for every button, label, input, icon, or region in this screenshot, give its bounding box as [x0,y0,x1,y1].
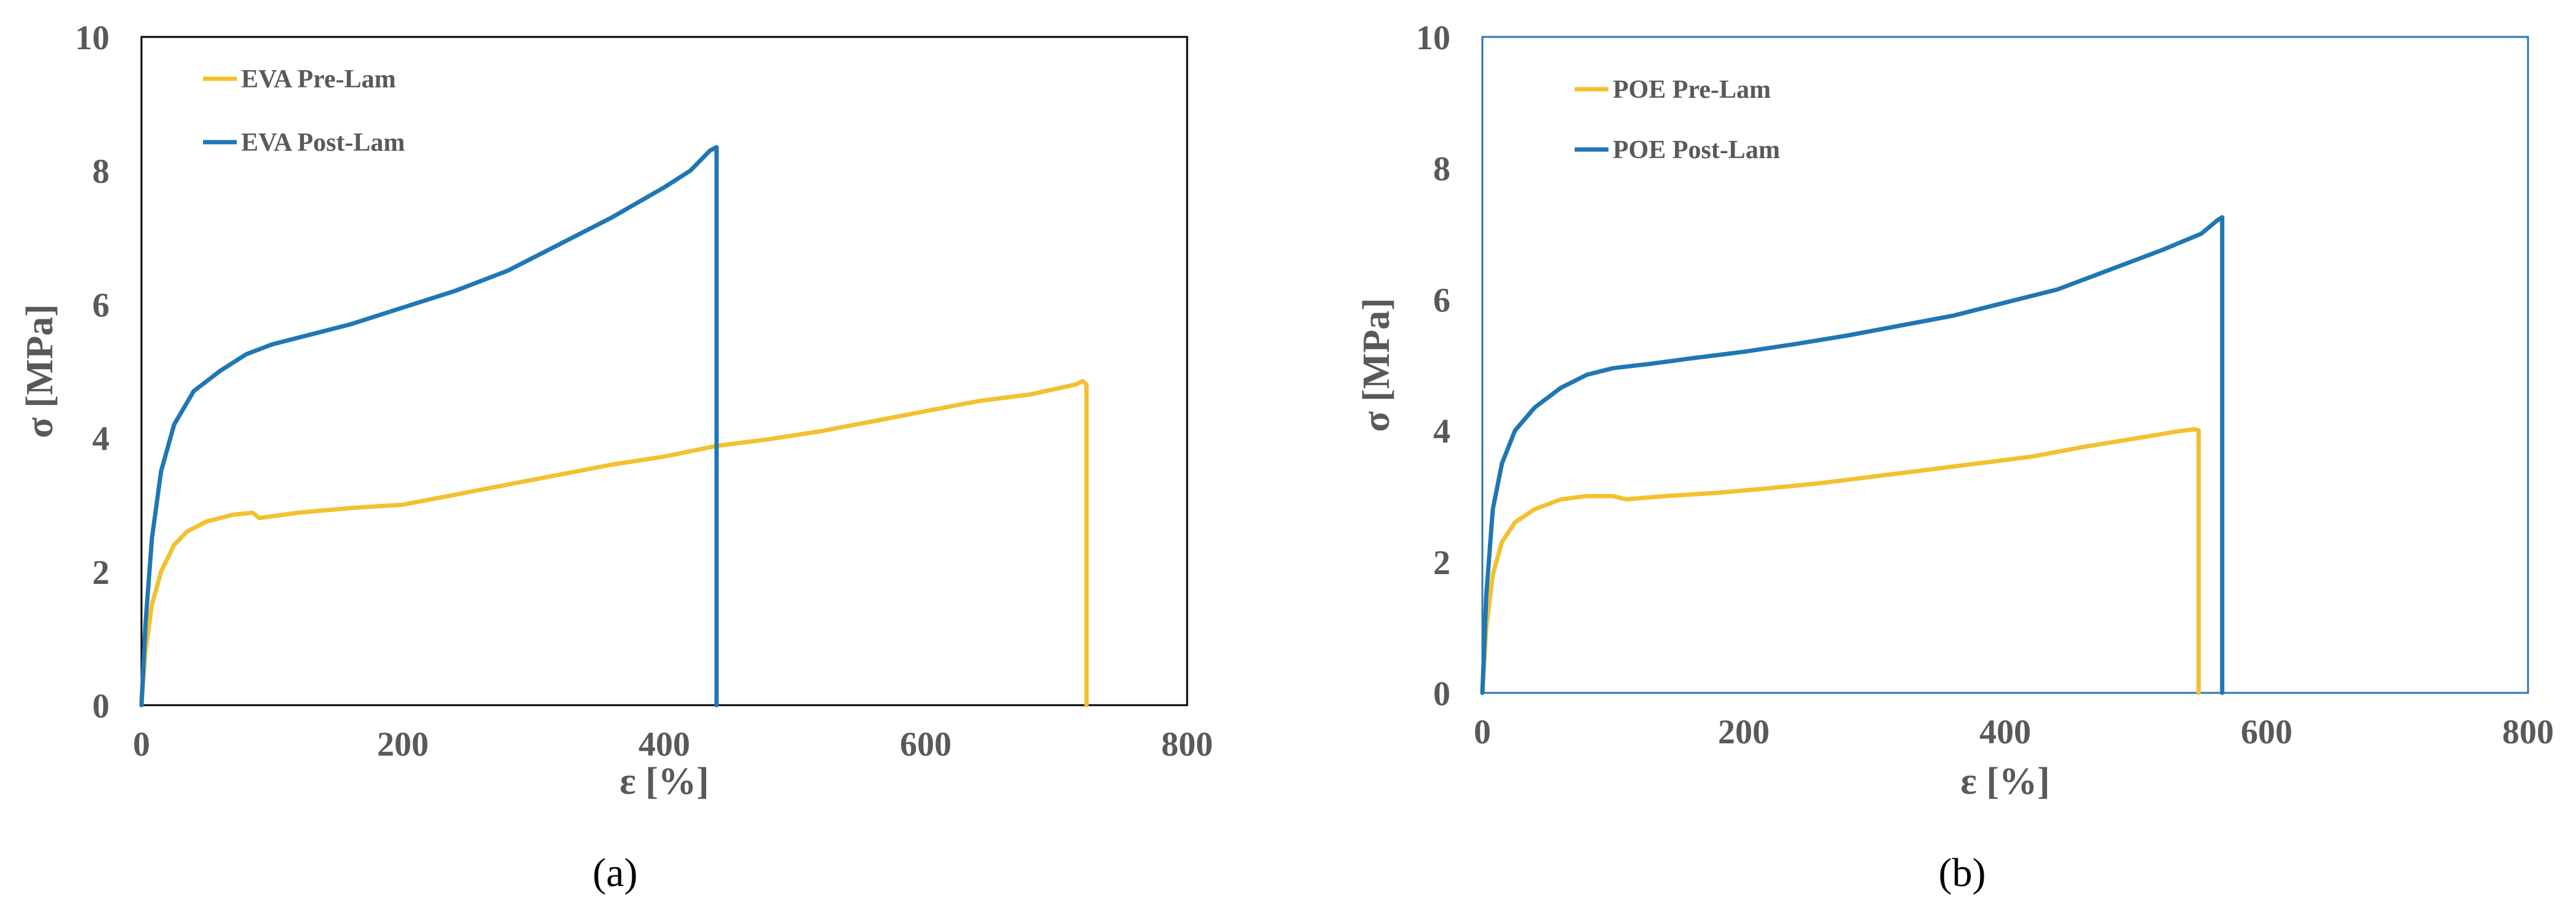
x-tick-label: 800 [1161,725,1213,764]
y-tick-label: 8 [1433,150,1450,188]
x-tick-label: 600 [900,725,952,764]
legend-entry: EVA Pre-Lam [241,65,396,94]
legend-entry: EVA Post-Lam [241,129,405,157]
x-tick-label: 400 [1979,713,2031,751]
x-tick-label: 600 [2241,713,2292,751]
y-tick-label: 8 [92,153,109,191]
y-tick-label: 4 [1433,413,1450,451]
y-tick-label: 2 [92,554,109,592]
legend-entry: POE Pre-Lam [1613,76,1771,104]
panel-caption: (b) [1939,850,1986,895]
x-axis-label: ε [%] [1960,761,2049,802]
y-tick-label: 10 [75,19,109,57]
x-axis-label: ε [%] [619,761,709,802]
x-tick-label: 0 [133,725,150,764]
y-tick-label: 2 [1433,544,1450,582]
legend-entry: POE Post-Lam [1613,136,1780,164]
y-tick-label: 0 [1433,675,1450,713]
series-line-poe-pre-lam [1480,427,2201,695]
x-tick-label: 400 [638,725,690,764]
y-tick-label: 6 [92,286,109,324]
chart-panel-b: 0 200 400 600 800 0 2 4 6 8 10 ε [%] σ [MPa] POE Pre-… [1356,19,2554,895]
plot-frame [140,36,1188,706]
series-line-poe-post-lam [1480,215,2225,695]
x-tick-label: 0 [1474,713,1491,751]
plot-frame [1481,36,2529,694]
y-axis-label: σ [MPa] [1356,298,1397,432]
y-tick-label: 6 [1433,281,1450,319]
y-axis-label: σ [MPa] [19,304,61,438]
series-line-eva-post-lam [139,145,719,708]
panel-caption: (a) [592,850,637,895]
x-tick-label: 200 [1718,713,1770,751]
series-line-eva-pre-lam [139,378,1089,708]
chart-panel-a: 0 200 400 600 800 0 2 4 6 8 10 ε [%] σ [MPa] EVA Pre-… [19,19,1213,895]
y-tick-label: 0 [92,687,109,725]
x-tick-label: 200 [377,725,429,764]
y-tick-label: 10 [1416,19,1450,57]
x-tick-label: 800 [2502,713,2554,751]
y-tick-label: 4 [92,420,109,458]
